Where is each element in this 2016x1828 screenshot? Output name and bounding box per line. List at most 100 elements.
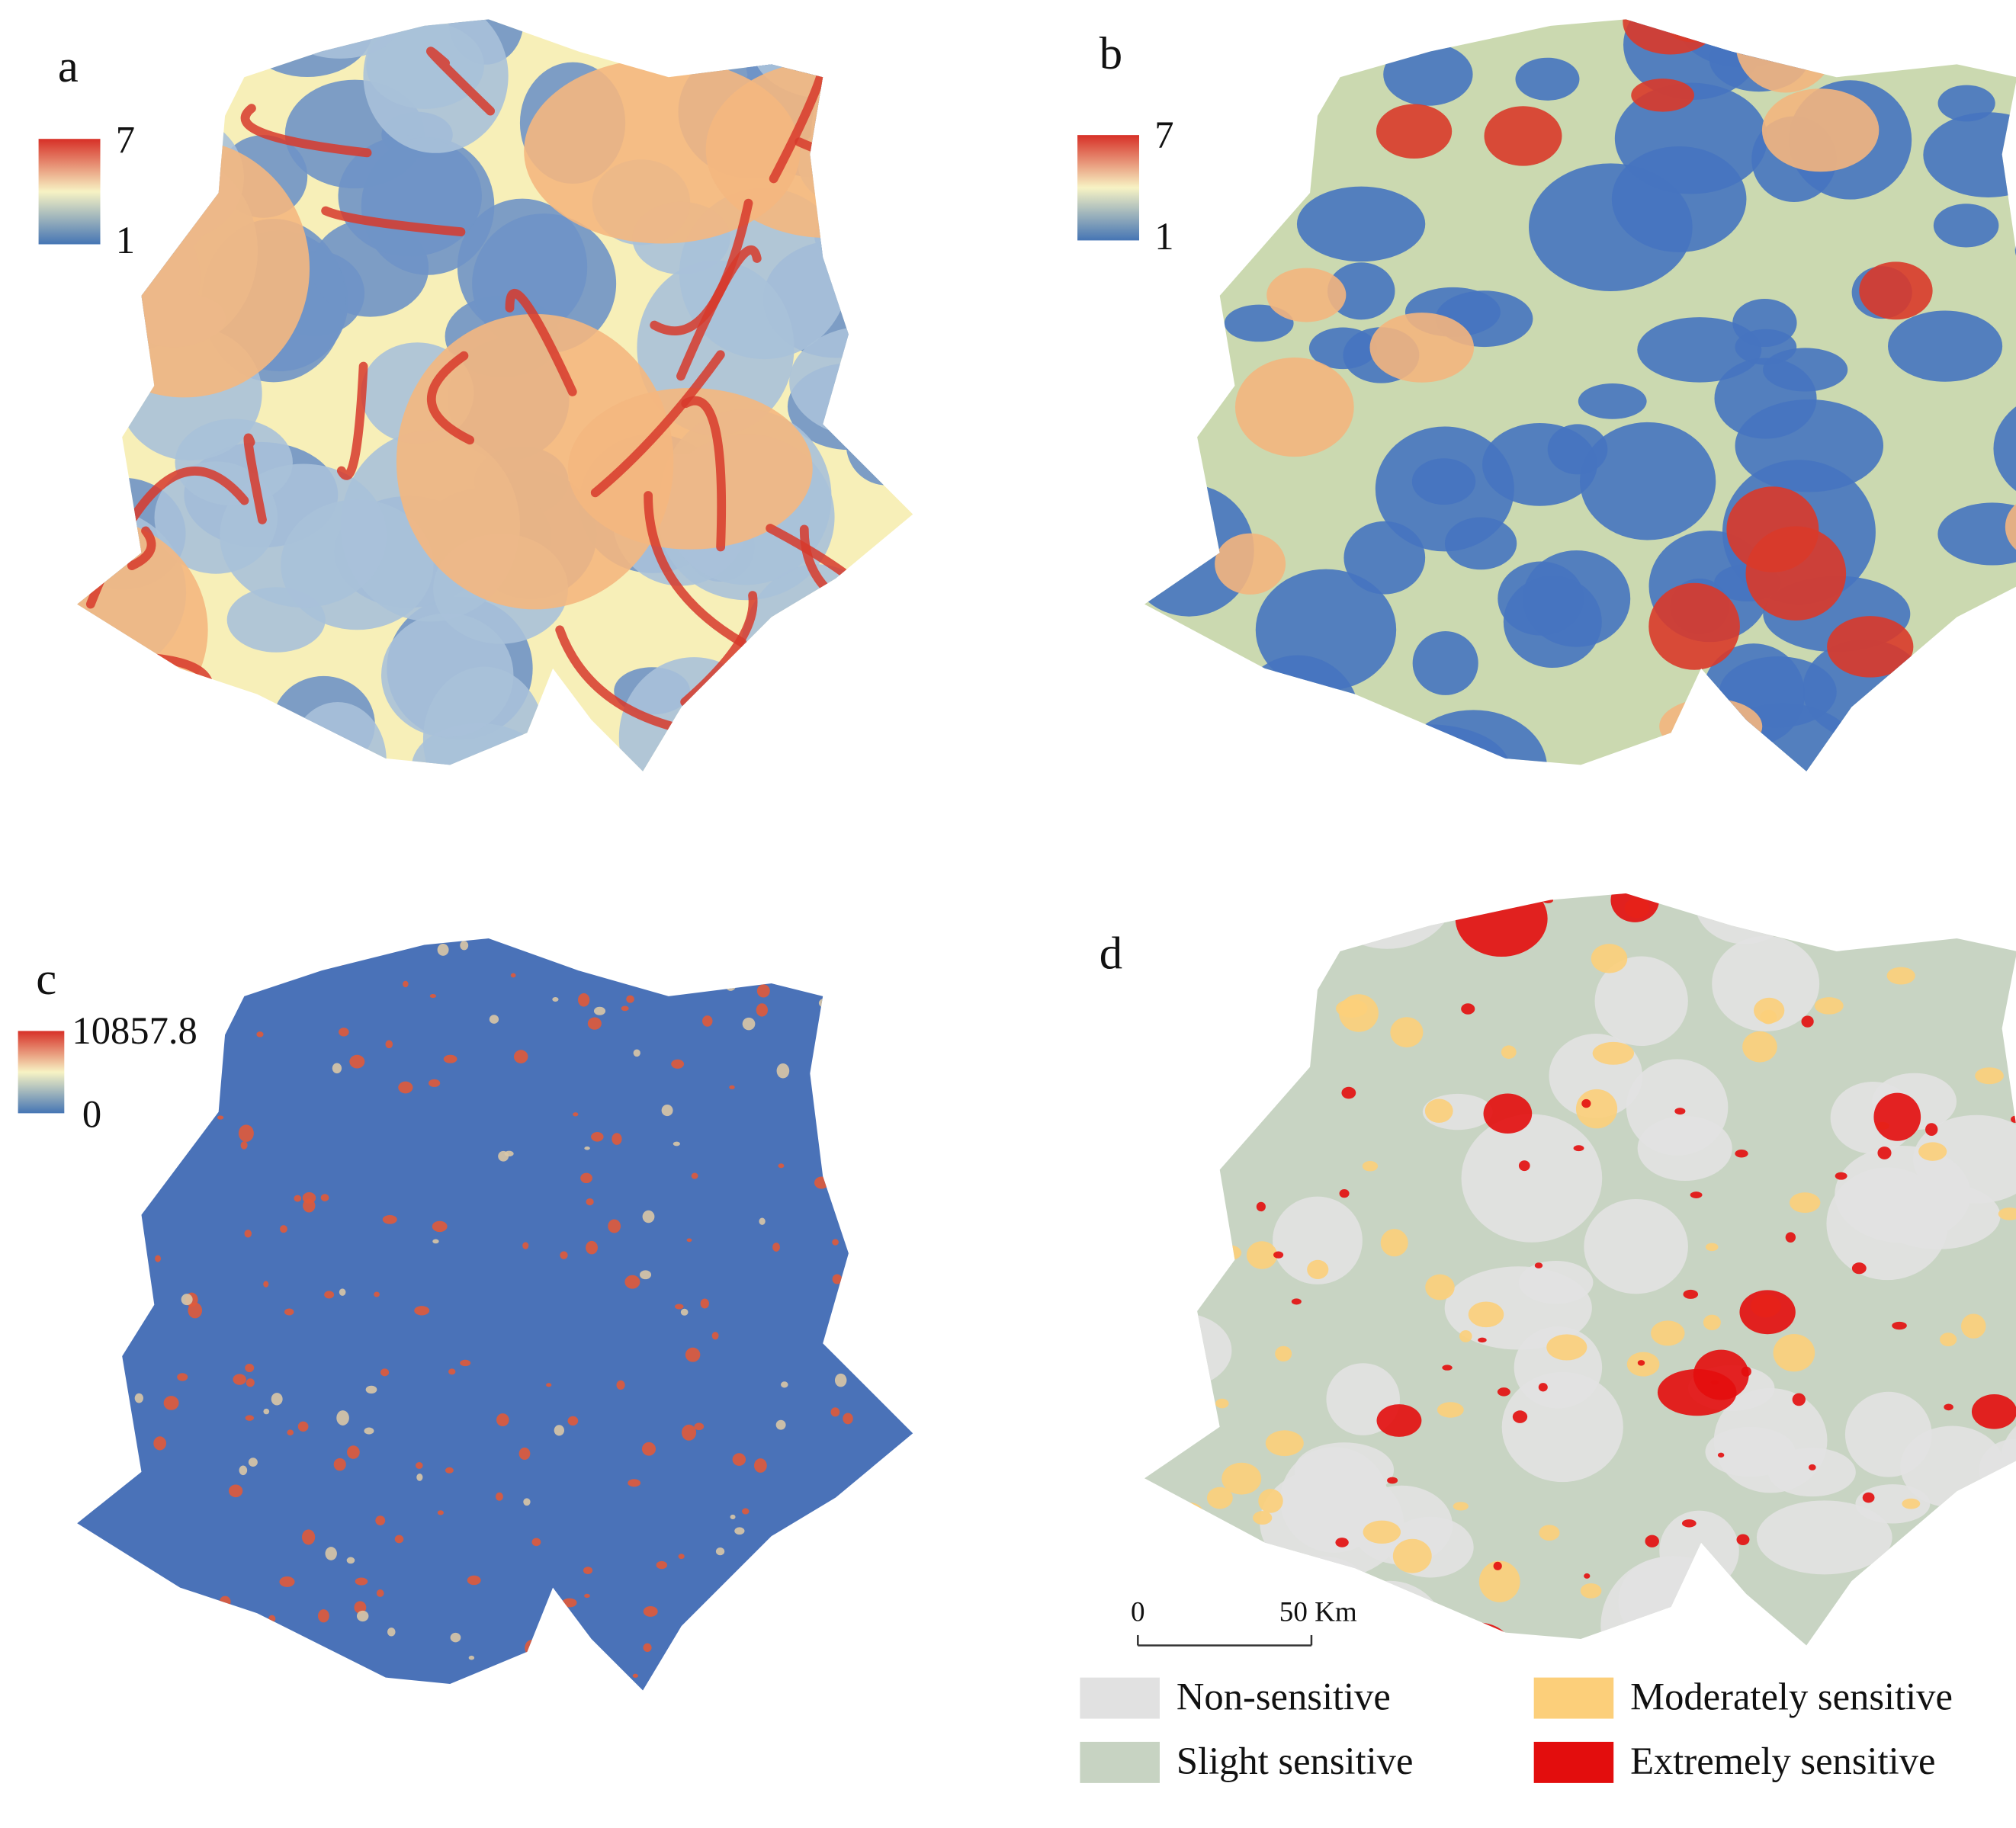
map-patch [155,1255,161,1262]
map-patch [1453,1502,1469,1511]
map-patch [108,1551,116,1559]
map-patch [1944,1403,1953,1411]
map-patch [349,1054,365,1069]
legend: Non-sensitive Slight sensitive Moderately … [1080,1676,1953,1783]
map-patch [1693,1349,1749,1400]
map-patch [1380,1229,1408,1257]
map-patch [852,1236,865,1245]
map-patch [429,1079,441,1087]
map-patch [573,1112,579,1117]
map-patch [1937,502,2016,566]
map-patch [1546,1334,1587,1361]
map-patch [1212,893,1254,924]
map-patch [1503,576,1602,669]
map-patch [445,1467,454,1474]
map-patch [1444,517,1517,570]
map [77,19,913,771]
map-patch [246,1378,255,1387]
map-patch [432,1220,448,1233]
map-patch [228,1484,243,1498]
map-patch [626,995,634,1003]
map-patch [396,313,674,610]
map-patch [715,1547,725,1556]
map-streak [77,652,214,738]
map-patch [583,1567,593,1575]
map-patch [297,1421,309,1432]
map-patch [1144,1140,1212,1215]
map-patch [498,1150,509,1162]
map-patch [1923,112,2016,197]
map-patch [879,1598,892,1612]
map-patch [1578,383,1647,419]
map-patch [1260,1467,1404,1579]
map-patch [181,1294,193,1306]
map-streak [321,206,466,237]
map-patch [756,1003,769,1017]
map-patch [1745,526,1847,621]
map-patch [1835,1172,1847,1180]
map-pattern [77,19,913,771]
map-patch [593,1006,606,1015]
map-patch [437,1510,444,1515]
map-patch [468,1655,475,1660]
map-patch [560,1251,568,1259]
map-patch [496,1413,509,1427]
map-patch [1851,1631,1864,1639]
map-patch [381,613,514,737]
map-patch [879,1010,887,1018]
map-patch [1199,1044,1237,1069]
map-patch [1674,1108,1686,1115]
map-patch [1783,893,1889,932]
map-patch [702,1015,713,1027]
map-patch [366,21,484,109]
map-patch [621,1005,629,1012]
map-patch [239,1465,248,1476]
map-patch [336,1410,349,1426]
map-patch [1512,1410,1528,1423]
map-patch [100,1605,111,1617]
map-patch [320,1194,329,1201]
map-patch [256,1031,264,1037]
map-patch [1468,1301,1504,1328]
map-patch [580,1172,592,1184]
map-patch [890,983,902,996]
map-patch [496,1492,503,1501]
map-patch [354,1601,367,1614]
map-patch [1154,989,1281,1113]
map-patch [628,1479,641,1487]
map-patch [680,1308,689,1316]
map-patch [562,1598,577,1608]
map-patch [1719,656,1837,728]
map-patch [1215,1398,1229,1409]
map-patch [1892,1321,1907,1330]
map-patch [255,965,261,970]
map-patch [1180,109,1308,188]
map-patch [1859,261,1933,320]
map-patch [204,1609,213,1619]
map-patch [437,944,449,956]
map-patch [376,1589,384,1597]
map-patch [1256,1201,1266,1212]
map-patch [1529,163,1693,291]
map-patch [524,58,801,244]
colorbar-min: 1 [1154,215,1173,258]
map-patch [1775,893,1783,898]
map-patch [385,1040,393,1049]
map-patch [288,701,387,771]
map-patch [248,1458,258,1467]
map-patch [317,1609,329,1623]
map-patch [552,996,559,1002]
map-patch [1888,310,2003,382]
map-patch [1594,956,1688,1047]
map-patch [1341,1086,1356,1099]
legend-label: Slight sensitive [1177,1740,1414,1782]
map-patch [832,1239,839,1246]
map-patch [1886,967,1915,985]
map-patch [1437,1402,1464,1418]
map-patch [674,1304,684,1310]
map-patch [577,993,590,1007]
map-patch [1982,916,1991,924]
map-patch [365,1385,377,1394]
map-patch [271,1393,283,1406]
